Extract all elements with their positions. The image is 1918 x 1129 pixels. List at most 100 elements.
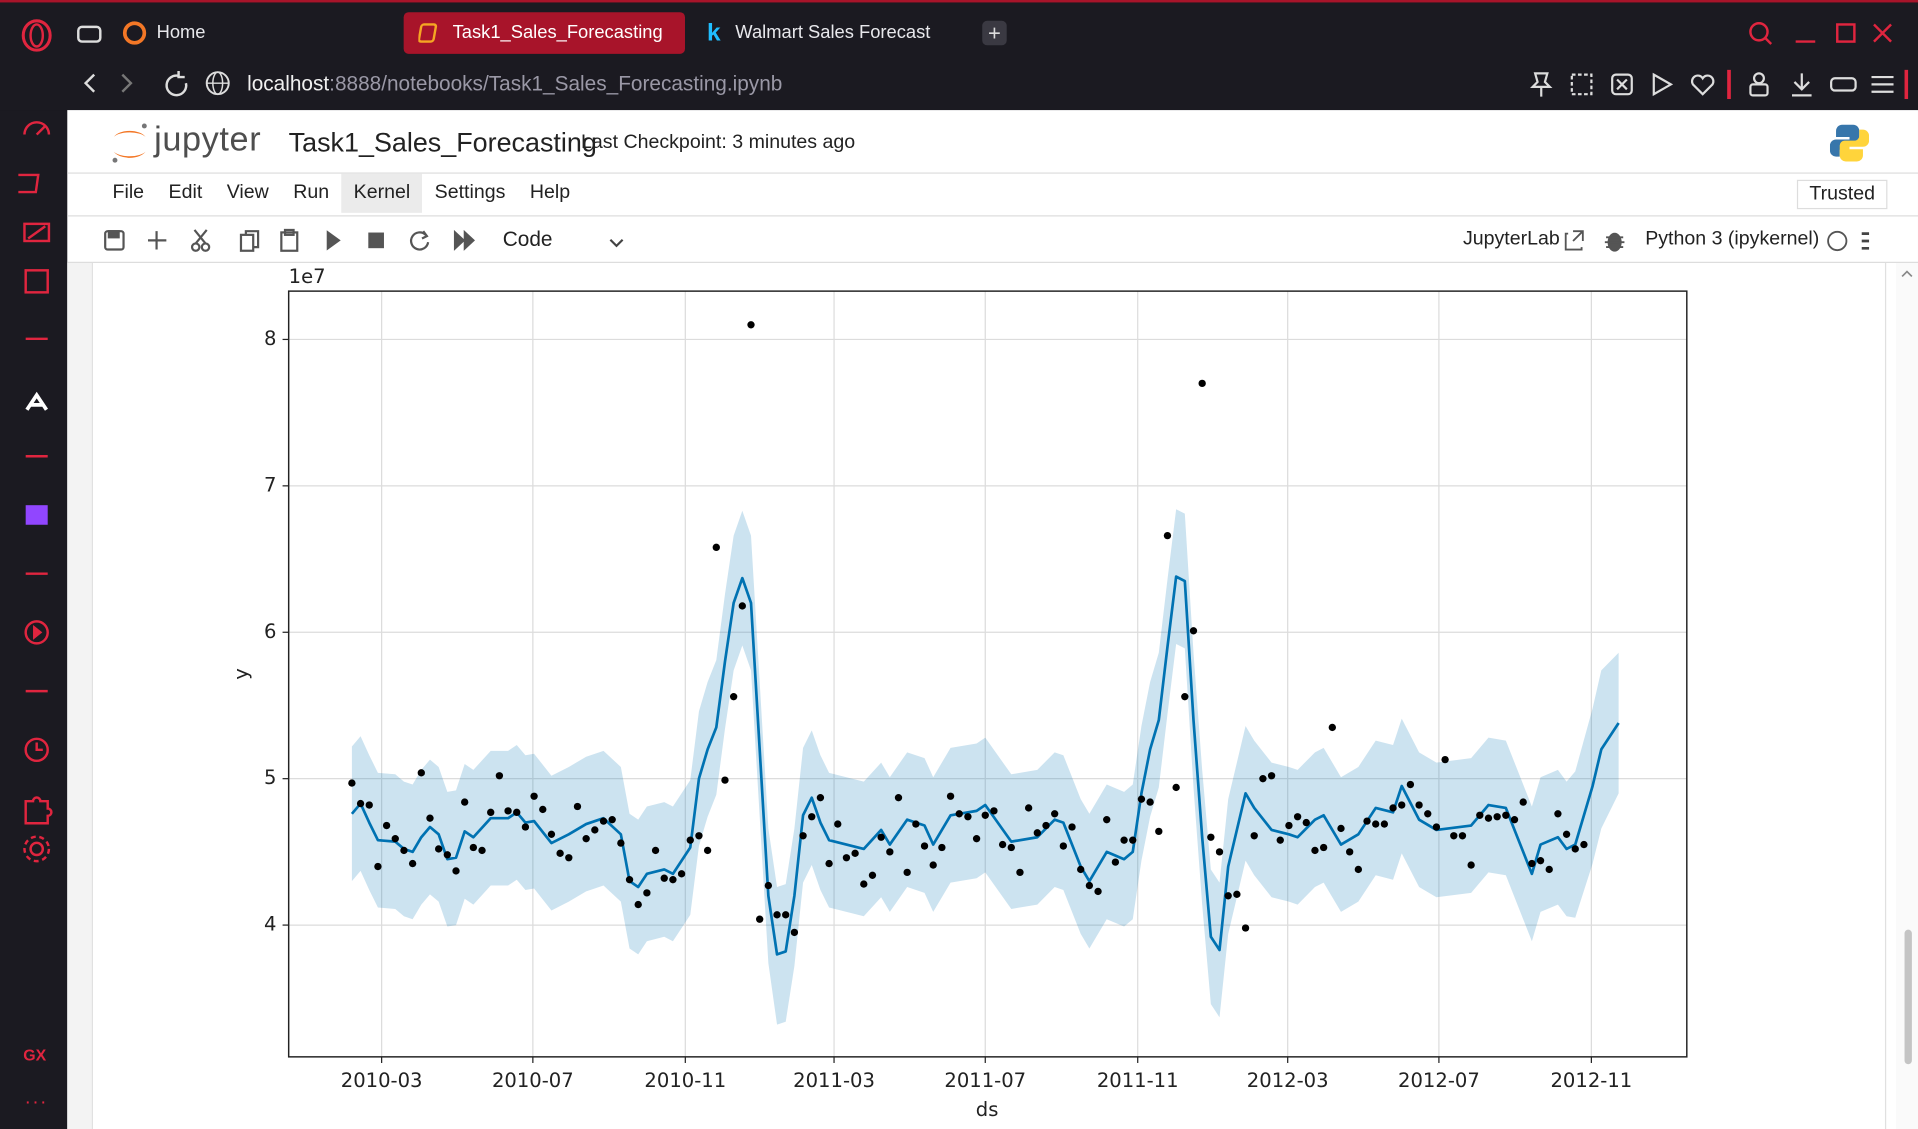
- kernel-icons[interactable]: [1563, 229, 1870, 256]
- data-point: [877, 833, 885, 841]
- data-point: [521, 823, 530, 831]
- x-tick-label: 2012-07: [1398, 1069, 1480, 1092]
- x-tick-label: 2010-07: [492, 1069, 574, 1092]
- data-point: [842, 854, 851, 862]
- jupyterlab-link[interactable]: JupyterLab: [1462, 228, 1560, 250]
- data-point: [643, 889, 651, 897]
- trusted-indicator[interactable]: Trusted: [1796, 179, 1888, 210]
- menu-item[interactable]: Settings: [434, 182, 506, 204]
- data-point: [1215, 848, 1224, 856]
- data-point: [625, 876, 634, 884]
- data-point: [1016, 868, 1024, 877]
- tab[interactable]: Home: [122, 12, 367, 54]
- grid: [288, 291, 1687, 1057]
- data-point: [573, 802, 582, 811]
- sidebar: [0, 110, 68, 1129]
- data-point: [1293, 813, 1302, 821]
- data-point: [1042, 821, 1050, 830]
- data-point: [1094, 887, 1102, 896]
- x-tick-label: 2012-03: [1247, 1069, 1329, 1092]
- data-point: [1033, 829, 1041, 837]
- dropdown-arrow[interactable]: [608, 236, 625, 251]
- data-point: [894, 794, 903, 802]
- data-point: [1189, 627, 1198, 635]
- jupyter-wordmark: jupyter: [154, 119, 262, 158]
- menu-item[interactable]: View: [226, 182, 269, 204]
- notebook-border: [91, 262, 93, 1129]
- data-point: [990, 807, 998, 815]
- sidebar-icons[interactable]: [18, 116, 55, 874]
- menu-item[interactable]: Run: [293, 182, 330, 204]
- x-tick-label: 2011-11: [1097, 1069, 1179, 1092]
- data-point: [1059, 842, 1068, 850]
- data-point: [981, 811, 989, 819]
- x-tick-label: 2010-11: [644, 1069, 726, 1092]
- data-point: [400, 846, 408, 855]
- menu-item[interactable]: Edit: [168, 182, 203, 204]
- nav-buttons[interactable]: [76, 68, 321, 100]
- data-point: [1311, 846, 1319, 855]
- y-tick-label: 7: [264, 473, 276, 496]
- data-point: [1051, 810, 1059, 818]
- notebook-name[interactable]: Task1_Sales_Forecasting: [288, 127, 597, 158]
- tab[interactable]: k Walmart Sales Forecast: [707, 19, 931, 47]
- data-point: [1276, 836, 1284, 844]
- data-point: [608, 815, 616, 824]
- scrollbar-thumb[interactable]: [1904, 929, 1912, 1065]
- new-tab-button[interactable]: +: [982, 20, 1007, 46]
- browser-top-bar: [0, 0, 1918, 111]
- python-logo: [1829, 124, 1870, 162]
- data-point: [703, 846, 712, 855]
- data-point: [1224, 892, 1232, 900]
- tab[interactable]: Task1_Sales_Forecasting: [403, 12, 685, 54]
- notebook-border: [1884, 262, 1887, 1129]
- data-point: [617, 839, 625, 847]
- opera-logo[interactable]: [20, 18, 54, 52]
- url-host: localhost: [247, 72, 330, 96]
- data-point: [1545, 865, 1553, 874]
- data-point: [1207, 833, 1215, 841]
- scrollbar[interactable]: [1895, 262, 1918, 1129]
- data-point: [1337, 824, 1345, 833]
- data-point: [782, 911, 790, 919]
- data-point: [764, 881, 773, 890]
- data-point: [651, 846, 660, 855]
- jupyter-logo[interactable]: [108, 120, 152, 166]
- menu-item[interactable]: File: [112, 182, 145, 204]
- address-bar[interactable]: localhost:8888/notebooks/Task1_Sales_For…: [247, 71, 782, 98]
- window-controls[interactable]: [1747, 20, 1906, 49]
- divider: [67, 215, 1918, 217]
- data-point: [998, 840, 1007, 849]
- menu-bar: File Edit View Run Kernel Settings Help: [100, 173, 582, 213]
- data-point: [417, 769, 425, 777]
- cell-type-select[interactable]: Code: [502, 227, 553, 251]
- scroll-up[interactable]: [1901, 269, 1913, 279]
- data-point: [443, 851, 452, 859]
- data-point: [851, 849, 859, 858]
- workspace-icon[interactable]: [76, 22, 103, 46]
- browser-toolbar-icons[interactable]: [1529, 69, 1909, 100]
- x-axis-label: ds: [976, 1098, 999, 1121]
- notebook-toolbar[interactable]: [103, 228, 494, 255]
- kernel-status[interactable]: Python 3 (ipykernel): [1645, 228, 1820, 250]
- data-point: [461, 798, 469, 806]
- data-point: [1493, 813, 1501, 821]
- data-point: [1432, 823, 1441, 831]
- data-point: [478, 846, 486, 855]
- menu-item[interactable]: Help: [529, 182, 571, 204]
- data-point: [1146, 798, 1154, 806]
- data-point: [1077, 865, 1085, 874]
- data-point: [721, 776, 729, 784]
- data-point: [738, 602, 746, 610]
- data-point: [903, 868, 911, 877]
- data-point: [547, 830, 556, 838]
- data-point: [1562, 830, 1571, 838]
- menu-item[interactable]: Kernel: [341, 173, 423, 213]
- data-point: [1111, 858, 1120, 866]
- data-point: [799, 832, 807, 840]
- data-point: [972, 835, 981, 843]
- sidebar-more[interactable]: ···: [24, 1092, 48, 1114]
- data-point: [556, 849, 564, 858]
